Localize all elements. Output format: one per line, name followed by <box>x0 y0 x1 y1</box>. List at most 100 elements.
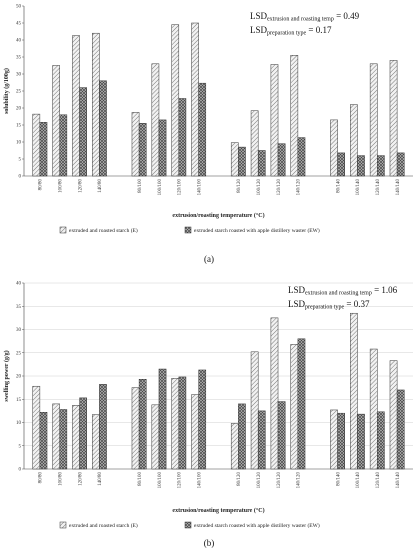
p1-y-tick-label: 50 <box>16 5 22 10</box>
p2-y-tick-label: 25 <box>16 351 22 356</box>
p2-x-tick-label: 120/100 <box>178 472 183 489</box>
p1-y-tick-label: 35 <box>16 56 22 61</box>
p2-x-tick-label: 100/80 <box>59 472 64 486</box>
p1-bar-E <box>230 142 239 177</box>
p1-x-tick-label: 100/140 <box>356 179 361 196</box>
p2-bar-E <box>230 423 239 470</box>
p2-bar-E <box>131 387 140 470</box>
p1-bar-E <box>389 60 398 177</box>
p2-bar-E <box>32 385 41 470</box>
p1-bar-E <box>151 63 160 177</box>
p1-y-tick-label: 5 <box>19 158 22 163</box>
p2-bar-E <box>330 409 338 470</box>
p2-x-tick-label: 140/120 <box>297 472 302 489</box>
p1-bar-E <box>250 110 259 177</box>
p1-x-tick-label: 120/120 <box>277 179 282 196</box>
p2-bar-E <box>270 317 279 470</box>
p1-bar-EW <box>297 137 306 177</box>
p2-x-tick-label: 120/120 <box>277 472 282 489</box>
p2-x-tick-label: 120/80 <box>78 472 83 486</box>
p2-y-tick-label: 40 <box>16 282 22 287</box>
p1-bar-EW <box>158 119 167 177</box>
p2-bar-EW <box>257 410 266 470</box>
p2-bar-EW <box>357 413 365 470</box>
p1-y-tick-label: 20 <box>16 107 22 112</box>
p2-bar-EW <box>39 412 48 470</box>
p2-bar-E <box>92 414 100 470</box>
p1-legend-swatch-EW <box>184 226 192 234</box>
p2-lsd-line-1: LSDextrusion and roasting temp = 1.06 <box>288 285 398 297</box>
p1-y-tick-label: 15 <box>16 124 22 129</box>
p1-bar-EW <box>238 146 246 177</box>
p1-x-tick-label: 100/120 <box>257 179 262 196</box>
p1-bar-E <box>350 104 358 177</box>
p1-bar-E <box>369 63 378 177</box>
p2-x-tick-label: 80/100 <box>138 472 143 486</box>
p2-bar-EW <box>377 411 385 470</box>
p2-x-tick-label: 80/140 <box>336 472 341 486</box>
p1-bar-E <box>270 64 279 177</box>
p2-y-tick-label: 10 <box>16 421 22 426</box>
p1-x-tick-label: 80/120 <box>237 179 242 193</box>
p2-legend-swatch-EW <box>184 521 192 529</box>
p2-bar-EW <box>138 379 147 470</box>
p2-panel-label: (b) <box>204 538 215 548</box>
p2-bar-E <box>389 360 398 470</box>
p2-bar-EW <box>59 409 68 470</box>
p2-y-tick-label: 5 <box>19 444 22 449</box>
p2-bar-E <box>250 351 259 470</box>
p2-bar-EW <box>238 403 246 470</box>
p2-bar-E <box>369 348 378 470</box>
p1-x-tick-label: 140/100 <box>197 179 202 196</box>
p2-x-tick-label: 100/120 <box>257 472 262 489</box>
p1-bar-EW <box>257 150 266 177</box>
p1-panel-label: (a) <box>204 254 214 264</box>
p2-y-tick-label: 0 <box>19 468 22 473</box>
p1-x-tick-label: 120/80 <box>78 179 83 193</box>
p1-bar-E <box>191 22 199 177</box>
p2-bar-EW <box>297 338 306 470</box>
p1-y-tick-label: 30 <box>16 73 22 78</box>
p2-lsd-line-2: LSDpreparation type = 0.37 <box>288 299 370 311</box>
p1-x-tick-label: 140/140 <box>396 179 401 196</box>
p2-legend-swatch-E <box>59 521 67 529</box>
p2-y-tick-label: 30 <box>16 328 22 333</box>
p2-x-tick-label: 80/80 <box>39 472 44 484</box>
p2-bar-E <box>191 394 199 470</box>
p1-y-tick-label: 10 <box>16 141 22 146</box>
p1-bar-E <box>32 113 41 177</box>
p1-bar-EW <box>178 98 187 177</box>
p1-bar-EW <box>277 143 286 177</box>
p1-x-tick-label: 100/100 <box>158 179 163 196</box>
p2-bar-E <box>72 405 80 470</box>
p2-x-tick-label: 100/140 <box>356 472 361 489</box>
p1-lsd-line-2: LSDpreparation type = 0.17 <box>250 25 332 37</box>
p1-bar-E <box>131 112 140 177</box>
p1-bar-EW <box>396 152 405 177</box>
p2-y-tick-label: 35 <box>16 305 22 310</box>
p2-bar-E <box>52 403 60 470</box>
p1-bar-EW <box>357 155 365 177</box>
p1-legend-swatch-E <box>59 226 67 234</box>
p2-legend-label-E: extruded and roasted starch (E) <box>69 522 138 529</box>
p2-y-tick-label: 20 <box>16 375 22 380</box>
p1-bar-EW <box>377 155 385 177</box>
p1-legend-label-EW: extruded starch roasted with apple disti… <box>194 227 320 234</box>
p2-y-axis-label: swelling power (g/g) <box>3 350 10 401</box>
p1-x-axis-label: extrusion/roasting temperature (°C) <box>172 212 264 219</box>
p1-bar-EW <box>99 80 107 177</box>
p2-x-tick-label: 100/100 <box>158 472 163 489</box>
p1-bar-E <box>330 119 338 177</box>
p2-bar-E <box>290 344 299 470</box>
p2-bar-EW <box>198 369 207 470</box>
p2-bar-EW <box>178 376 187 470</box>
p1-bar-EW <box>39 122 48 177</box>
p1-bar-E <box>290 55 299 177</box>
p1-bar-E <box>72 35 80 177</box>
p1-x-tick-label: 120/100 <box>178 179 183 196</box>
p2-x-tick-label: 120/140 <box>376 472 381 489</box>
p2-legend-label-EW: extruded starch roasted with apple disti… <box>194 522 320 529</box>
p1-bar-E <box>92 32 100 177</box>
p2-y-tick-label: 15 <box>16 398 22 403</box>
